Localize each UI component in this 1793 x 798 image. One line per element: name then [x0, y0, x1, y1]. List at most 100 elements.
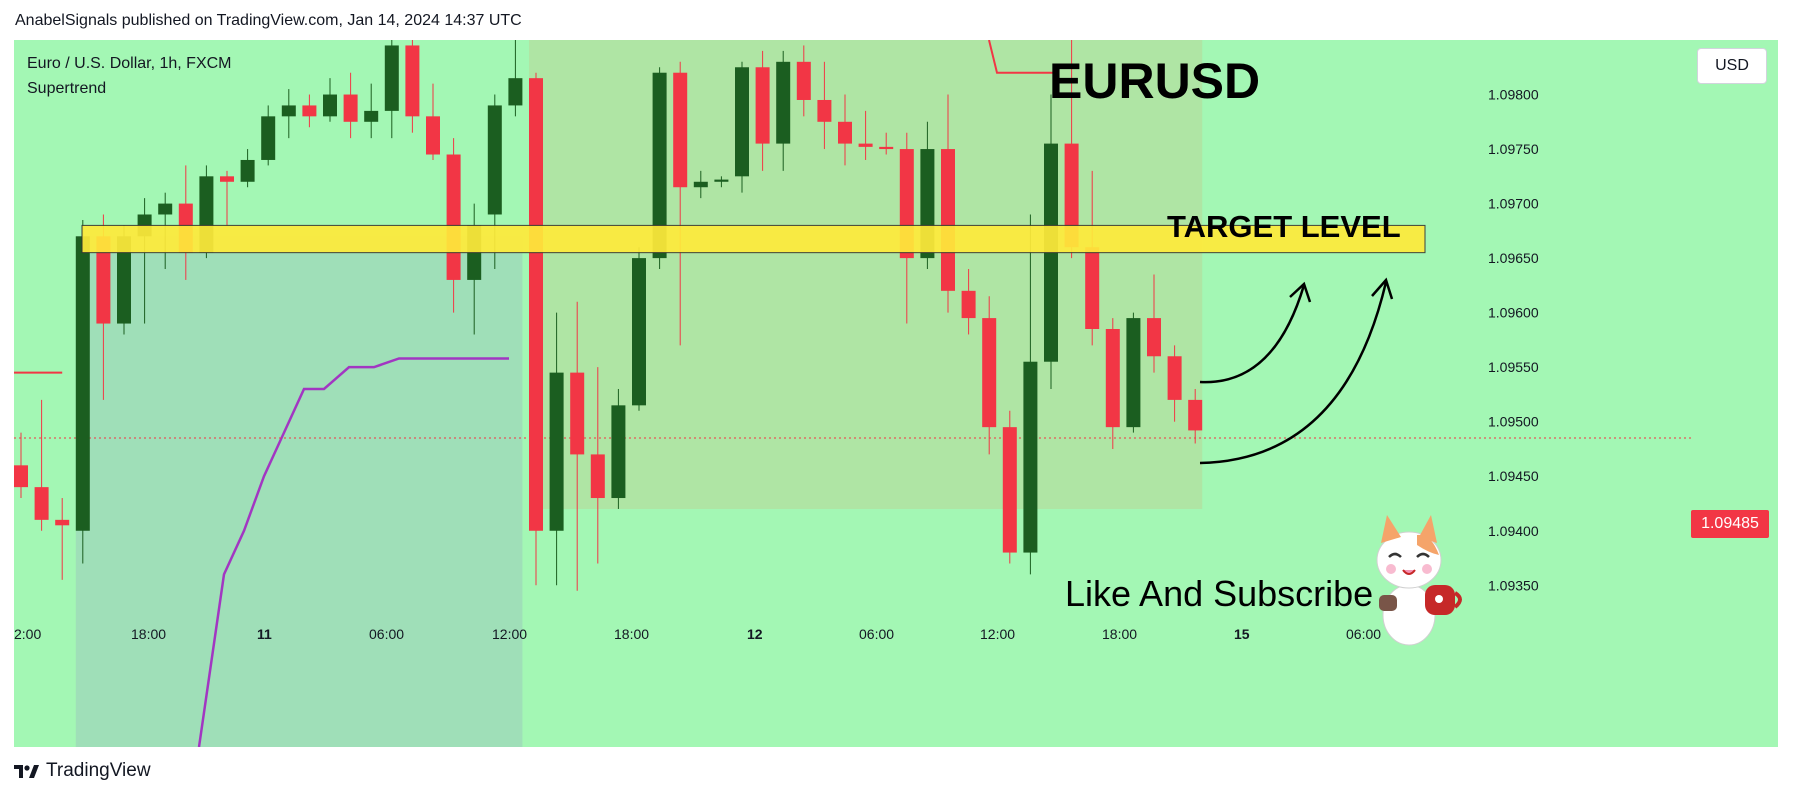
x-tick-label: 11 [257, 626, 272, 642]
candle [261, 105, 276, 166]
candle-body [735, 67, 749, 177]
candle-body [1023, 361, 1038, 553]
y-tick-label: 1.09700 [1488, 196, 1539, 212]
candle-body [1002, 427, 1017, 553]
x-tick-label: 06:00 [1346, 626, 1381, 642]
candle-body [776, 61, 791, 144]
y-tick-label: 1.09550 [1488, 359, 1539, 375]
candle-body [673, 72, 688, 188]
candle-body [611, 405, 626, 499]
supertrend-downtrend-band [529, 40, 1203, 509]
candle-body [755, 67, 770, 144]
tradingview-logo[interactable]: TradingView [14, 760, 151, 782]
supertrend-lines [14, 40, 1054, 747]
candle [14, 432, 28, 499]
arrow-head-2 [1371, 277, 1394, 300]
candle-body [858, 143, 873, 147]
supertrend-up-line [197, 357, 509, 747]
y-axis: 1.09800 1.09750 1.09700 1.09650 1.09600 1.095… [1488, 87, 1539, 594]
y-tick-label: 1.09650 [1488, 250, 1539, 266]
candle [549, 312, 564, 586]
symbol-title: Euro / U.S. Dollar, 1h, FXCM [27, 55, 232, 72]
candle-body [982, 318, 997, 428]
candle [384, 40, 399, 139]
candle [1188, 388, 1203, 444]
supertrend-down-line-right [988, 40, 1054, 74]
candle-body [1105, 329, 1120, 428]
publisher-line: AnabelSignals published on TradingView.c… [15, 12, 522, 29]
chart-area[interactable]: 1.09800 1.09750 1.09700 1.09650 1.09600 1.095… [14, 40, 1778, 747]
candle [838, 94, 852, 166]
candle [1002, 410, 1017, 564]
candle-body [220, 176, 234, 182]
candle [776, 50, 791, 171]
candle-body [34, 487, 49, 520]
candle [714, 176, 729, 188]
candle-body [838, 121, 852, 144]
candle-body [158, 203, 173, 215]
candle-body [55, 519, 70, 526]
candlestick-chart[interactable]: 1.09800 1.09750 1.09700 1.09650 1.09600 1.095… [14, 40, 1778, 747]
arrow-curve-2 [1199, 281, 1388, 465]
candle-body [817, 99, 832, 122]
candle-body [384, 45, 399, 111]
candle [858, 110, 873, 160]
currency-button[interactable]: USD [1697, 48, 1767, 84]
y-tick-label: 1.09400 [1488, 523, 1539, 539]
candle-body [487, 105, 502, 215]
candle-body [529, 78, 543, 531]
candle [961, 269, 976, 335]
candle-body [549, 372, 564, 531]
candle-body [1167, 356, 1182, 400]
candle [343, 72, 358, 139]
candle [364, 83, 379, 139]
arrow-head-1 [1289, 281, 1312, 303]
candle [281, 89, 296, 139]
x-tick-label: 12 [747, 626, 763, 642]
candle [508, 40, 523, 117]
target-zone [81, 224, 1426, 254]
candle-body [1188, 399, 1203, 431]
candle-body [590, 454, 605, 499]
target-zone-rect [81, 224, 1426, 254]
candle-body [364, 110, 379, 122]
candle [879, 132, 894, 155]
candle-body [1126, 318, 1141, 428]
candle-body [570, 372, 585, 455]
supertrend-uptrend-band [75, 236, 523, 747]
x-tick-label: 18:00 [1102, 626, 1137, 642]
candle [817, 61, 832, 150]
candle [529, 72, 543, 586]
x-tick-label: 2:00 [14, 626, 41, 642]
candle [323, 78, 337, 122]
candle-body [1147, 318, 1161, 357]
candle [75, 219, 90, 564]
candle [1085, 170, 1100, 346]
eurusd-title: EURUSD [1049, 53, 1260, 109]
candle-body [632, 258, 646, 406]
candle-body [652, 72, 667, 259]
candle-body [796, 61, 811, 100]
candles [14, 40, 1203, 591]
candle-body [941, 149, 955, 291]
tradingview-logo-icon [14, 765, 39, 778]
candle [34, 399, 49, 531]
y-tick-label: 1.09800 [1488, 87, 1539, 103]
candle-body [508, 78, 523, 106]
candle-body [96, 236, 111, 324]
x-tick-label: 18:00 [131, 626, 166, 642]
footer-brand: TradingView [46, 760, 151, 781]
candle [632, 247, 646, 411]
candle [240, 149, 255, 188]
candle [220, 170, 234, 226]
x-tick-label: 12:00 [492, 626, 527, 642]
candle-body [323, 94, 337, 117]
indicator-name[interactable]: Supertrend [27, 80, 107, 97]
candle [1023, 214, 1038, 575]
candle [55, 498, 70, 580]
y-tick-label: 1.09500 [1488, 414, 1539, 430]
x-tick-label: 12:00 [980, 626, 1015, 642]
candle [982, 296, 997, 455]
y-tick-label: 1.09750 [1488, 141, 1539, 157]
candle-body [1085, 247, 1100, 329]
